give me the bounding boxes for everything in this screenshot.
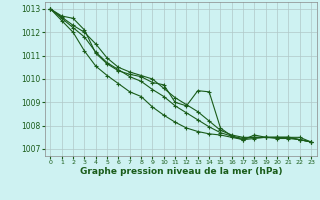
X-axis label: Graphe pression niveau de la mer (hPa): Graphe pression niveau de la mer (hPa) [80, 167, 282, 176]
